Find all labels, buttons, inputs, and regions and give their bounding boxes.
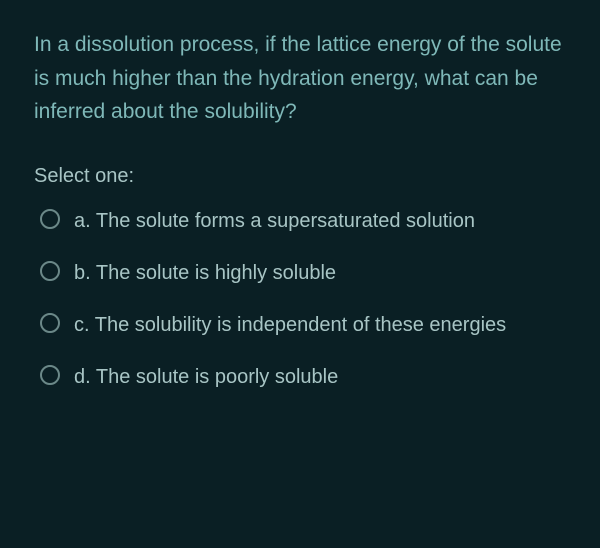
select-prompt: Select one: — [34, 165, 566, 188]
option-c[interactable]: c. The solubility is independent of thes… — [34, 310, 566, 340]
option-label: c. The solubility is independent of thes… — [74, 310, 516, 340]
option-d[interactable]: d. The solute is poorly soluble — [34, 362, 566, 392]
option-label: a. The solute forms a supersaturated sol… — [74, 206, 485, 236]
radio-icon[interactable] — [40, 313, 60, 333]
option-label: b. The solute is highly soluble — [74, 258, 346, 288]
option-label: d. The solute is poorly soluble — [74, 362, 348, 392]
option-b[interactable]: b. The solute is highly soluble — [34, 258, 566, 288]
question-text: In a dissolution process, if the lattice… — [34, 28, 566, 129]
radio-icon[interactable] — [40, 209, 60, 229]
radio-icon[interactable] — [40, 261, 60, 281]
option-a[interactable]: a. The solute forms a supersaturated sol… — [34, 206, 566, 236]
radio-icon[interactable] — [40, 365, 60, 385]
